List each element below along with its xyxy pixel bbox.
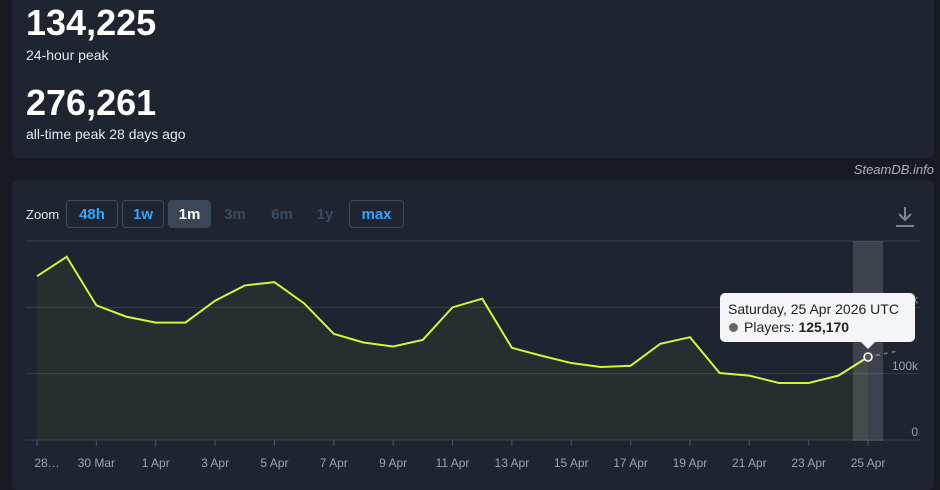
tooltip-title: Saturday, 25 Apr 2026 UTC: [728, 301, 899, 317]
stat-value: 134,225: [26, 2, 157, 43]
zoom-button[interactable]: 1w: [122, 200, 164, 228]
tooltip-series: Players:: [744, 319, 795, 335]
stat-label: 24-hour peak: [26, 47, 109, 63]
x-tick-label: 5 Apr: [260, 456, 288, 470]
watermark: SteamDB.info: [853, 162, 934, 177]
area: [37, 256, 869, 440]
x-tick-label: 25 Apr: [851, 456, 886, 470]
y-tick-label: 0: [911, 425, 918, 439]
tooltip-dot: [729, 323, 738, 332]
stat-label: all-time peak 28 days ago: [26, 126, 186, 142]
tooltip-label: Players: 125,170: [744, 319, 849, 335]
zoom-button: 3m: [224, 206, 246, 223]
zoom-button: 6m: [271, 206, 293, 223]
projection-line: [867, 350, 898, 358]
x-tick-label: 9 Apr: [379, 456, 407, 470]
x-tick-label: 3 Apr: [201, 456, 229, 470]
stat-value: 276,261: [26, 82, 157, 123]
x-tick-label: 28…: [34, 456, 59, 470]
x-tick-label: 30 Mar: [78, 456, 115, 470]
x-tick-label: 7 Apr: [320, 456, 348, 470]
x-tick-label: 13 Apr: [495, 456, 530, 470]
zoom-button[interactable]: 48h: [66, 200, 118, 228]
zoom-button: 1y: [316, 206, 334, 223]
x-tick-label: 21 Apr: [732, 456, 767, 470]
stats-panel: [12, 0, 934, 158]
point: [863, 352, 873, 362]
zoom-button[interactable]: 1m: [168, 200, 211, 228]
tooltip-value: 125,170: [798, 319, 850, 335]
x-tick-label: 15 Apr: [554, 456, 589, 470]
tooltip: Saturday, 25 Apr 2026 UTC Players: 125,1…: [720, 293, 915, 349]
line: [36, 255, 869, 384]
download-icon[interactable]: [896, 207, 914, 227]
x-tick-label: 23 Apr: [791, 456, 826, 470]
x-tick-label: 19 Apr: [673, 456, 708, 470]
x-tick-label: 1 Apr: [142, 456, 170, 470]
x-tick-label: 17 Apr: [613, 456, 648, 470]
zoom-button[interactable]: max: [349, 200, 404, 228]
zoom-label: Zoom: [26, 207, 60, 222]
tooltip-pointer: [861, 342, 875, 356]
y-tick-label: 100k: [892, 359, 919, 373]
x-tick-label: 11 Apr: [436, 456, 470, 470]
